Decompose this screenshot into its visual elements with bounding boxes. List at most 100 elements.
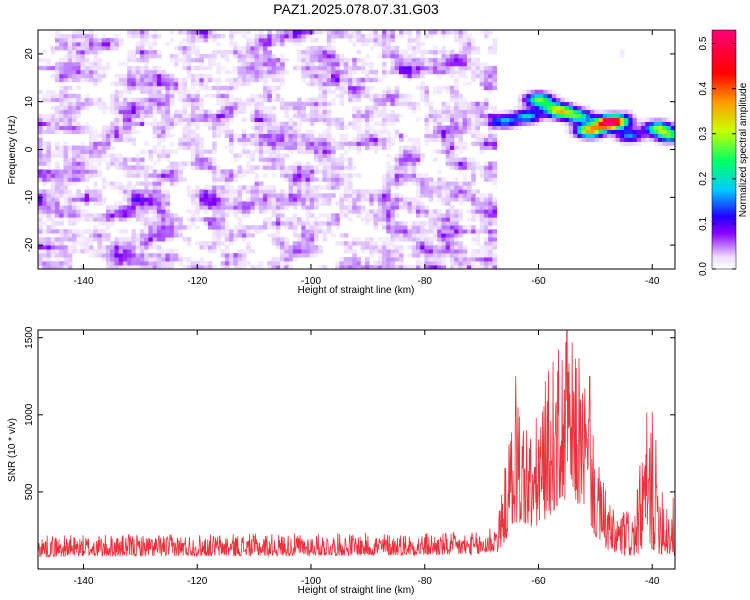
heatmap-cell [216,185,222,190]
heatmap-cell [352,33,357,39]
heatmap-cell [445,57,451,63]
heatmap-cell [398,157,404,162]
heatmap-cell [267,89,272,95]
heatmap-cell [46,157,52,162]
heatmap-cell [432,221,438,226]
heatmap-cell [301,173,306,178]
heatmap-cell [551,105,557,111]
heatmap-cell [305,81,311,87]
heatmap-cell [305,233,311,238]
heatmap-cell [314,81,319,87]
heatmap-cell [492,141,498,146]
heatmap-cell [195,73,200,79]
heatmap-cell [662,117,667,123]
heatmap-cell [288,169,294,174]
heatmap-cell [339,57,345,63]
heatmap-cell [301,205,306,210]
heatmap-cell [224,69,230,75]
heatmap-cell [275,213,281,218]
heatmap-cell [356,93,362,99]
heatmap-cell [165,93,171,99]
heatmap-cell [216,109,222,115]
heatmap-cell [318,105,323,111]
heatmap-cell [454,77,459,83]
heatmap-cell [190,97,196,103]
heatmap-cell [71,157,77,162]
heatmap-cell [280,261,285,266]
heatmap-cell [246,61,251,67]
heatmap-cell [88,229,94,234]
heatmap-cell [67,85,73,91]
heatmap-cell [105,129,111,134]
heatmap-cell [441,125,447,130]
heatmap-cell [46,141,52,146]
heatmap-cell [220,241,226,246]
heatmap-cell [139,201,145,206]
heatmap-cell [381,65,387,71]
heatmap-cell [326,145,332,150]
heatmap-cell [71,93,77,99]
heatmap-cell [445,249,451,254]
heatmap-cell [314,249,319,254]
heatmap-cell [449,249,455,254]
heatmap-cell [76,145,81,150]
heatmap-cell [479,141,485,146]
heatmap-cell [93,49,98,55]
heatmap-cell [658,129,663,134]
heatmap-cell [165,229,171,234]
y-tick-label: 0 [24,146,35,152]
heatmap-cell [360,193,366,198]
heatmap-cell [475,49,481,55]
colorbar-label: Normalized spectral amplitude [738,82,749,217]
heatmap-cell [343,173,349,178]
heatmap-cell [309,69,315,75]
heatmap-cell [547,109,553,115]
heatmap-cell [241,145,247,150]
heatmap-cell [88,141,94,146]
heatmap-cell [364,129,370,134]
heatmap-cell [305,133,311,138]
heatmap-cell [127,69,132,75]
heatmap-cell [322,169,328,174]
heatmap-cell [178,121,183,126]
heatmap-cell [415,229,421,234]
heatmap-cell [207,73,213,79]
heatmap-cell [517,125,523,130]
heatmap-cell [161,229,166,234]
heatmap-cell [458,233,464,238]
heatmap-cell [199,53,205,59]
heatmap-cell [411,57,417,63]
heatmap-cell [322,113,328,119]
heatmap-cell [297,245,302,250]
heatmap-cell [80,177,86,182]
heatmap-cell [237,45,243,51]
heatmap-cell [479,217,485,222]
heatmap-cell [309,65,315,71]
x-tick-label: -40 [645,276,660,287]
heatmap-cell [437,257,442,262]
heatmap-cell [122,229,128,234]
heatmap-cell [144,77,149,83]
heatmap-cell [424,205,430,210]
heatmap-cell [267,113,272,119]
heatmap-cell [309,253,315,258]
heatmap-cell [318,85,323,91]
heatmap-cell [139,233,145,238]
heatmap-cell [59,229,64,234]
heatmap-cell [326,85,332,91]
heatmap-cell [309,233,315,238]
heatmap-cell [488,205,493,210]
heatmap-cell [207,261,213,266]
heatmap-cell [462,117,468,123]
heatmap-cell [50,241,56,246]
heatmap-cell [212,197,217,202]
heatmap-cell [139,69,145,75]
heatmap-cell [241,253,247,258]
heatmap-cell [428,49,434,55]
heatmap-cell [339,30,345,35]
heatmap-cell [46,153,52,158]
heatmap-cell [271,261,277,266]
heatmap-cell [326,69,332,75]
heatmap-cell [195,33,200,39]
heatmap-cell [152,213,158,218]
